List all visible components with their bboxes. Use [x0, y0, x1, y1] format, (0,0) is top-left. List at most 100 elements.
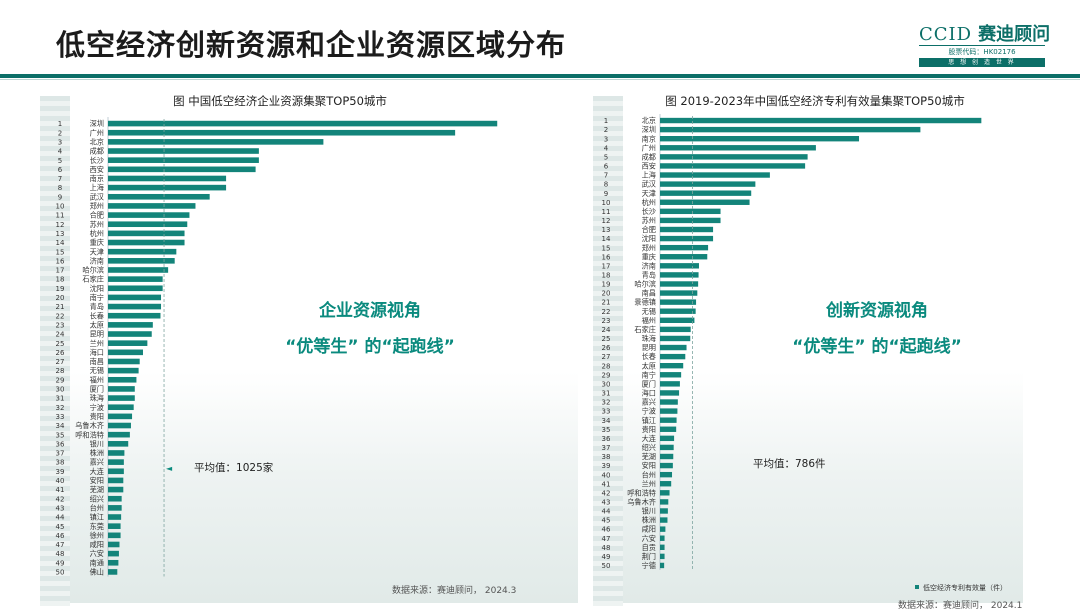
category-label: 郑州 [642, 243, 656, 252]
category-label: 成都 [642, 152, 656, 161]
rank-label: 37 [56, 450, 65, 458]
bar [660, 163, 806, 169]
annotation-line1: 创新资源视角 [825, 300, 928, 321]
rank-label: 48 [602, 544, 611, 552]
category-label: 上海 [90, 183, 104, 192]
category-label: 兰州 [90, 339, 104, 348]
bar [108, 468, 124, 475]
category-label: 杭州 [90, 229, 104, 238]
rank-label: 34 [602, 417, 611, 425]
bar [108, 203, 196, 209]
category-label: 嘉兴 [642, 398, 656, 407]
rank-label: 42 [56, 495, 65, 503]
bar [660, 317, 695, 323]
category-label: 杭州 [642, 198, 656, 207]
category-label: 苏州 [90, 220, 104, 229]
bar [108, 175, 227, 182]
rank-label: 45 [56, 523, 65, 531]
category-label: 广州 [90, 128, 104, 137]
category-label: 苏州 [642, 216, 656, 225]
bar [660, 408, 678, 414]
legend-swatch [915, 585, 919, 589]
bar [108, 550, 119, 557]
category-label: 银川 [90, 439, 104, 448]
header-divider [0, 74, 1080, 78]
bar [108, 349, 143, 356]
category-label: 镇江 [642, 416, 656, 425]
enterprise-chart-panel: 图 中国低空经济企业资源集聚TOP50城市 1 深圳 2 广州 3 北京 4 成都 5 长沙 6 西安 7… [40, 88, 578, 606]
bar [108, 413, 133, 420]
rank-label: 1 [58, 120, 62, 128]
bar [108, 248, 177, 255]
category-label: 北京 [90, 137, 104, 146]
logo-stock-code: 股票代码：HK02176 [919, 45, 1045, 57]
category-label: 徐州 [90, 531, 104, 540]
rank-label: 12 [602, 217, 611, 225]
rank-label: 49 [56, 559, 65, 567]
bar [108, 367, 139, 374]
category-label: 宁波 [642, 407, 656, 416]
bar [108, 523, 121, 529]
category-label: 兰州 [642, 479, 656, 488]
bar [660, 181, 756, 187]
bar [660, 117, 982, 124]
category-label: 佛山 [90, 568, 104, 577]
source-note-left: 数据来源：赛迪顾问， 2024.3 [392, 586, 517, 596]
average-label: 平均值：786件 [753, 457, 826, 470]
category-label: 呼和浩特 [627, 488, 656, 497]
rank-label: 42 [602, 489, 611, 497]
rank-label: 11 [602, 208, 611, 216]
category-label: 青岛 [90, 302, 104, 311]
bar [660, 381, 680, 387]
rank-label: 36 [602, 435, 611, 443]
bar [108, 157, 259, 163]
category-label: 南宁 [642, 370, 656, 379]
rank-label: 17 [56, 267, 65, 275]
annotation-line2: “优等生” 的“起跑线” [285, 336, 455, 357]
bar [108, 322, 153, 328]
rank-label: 41 [602, 480, 611, 488]
bar [108, 285, 163, 292]
rank-label: 28 [602, 362, 611, 370]
rank-label: 23 [602, 317, 611, 325]
rank-label: 26 [602, 344, 611, 352]
source-note-right: 数据来源：赛迪顾问， 2024.1 [898, 601, 1023, 611]
rank-label: 23 [56, 321, 65, 329]
rank-label: 30 [56, 386, 65, 394]
category-label: 厦门 [90, 385, 104, 394]
rank-label: 9 [604, 190, 608, 198]
rank-label: 49 [602, 553, 611, 561]
rank-label: 32 [602, 399, 611, 407]
category-label: 北京 [642, 116, 656, 125]
bar [108, 541, 120, 548]
rank-label: 21 [602, 299, 611, 307]
rank-label: 37 [602, 444, 611, 452]
bar [660, 217, 721, 224]
category-label: 无锡 [90, 366, 104, 375]
rank-label: 46 [56, 532, 65, 540]
bar [660, 254, 708, 260]
rank-label: 8 [58, 184, 62, 192]
bar [660, 326, 691, 333]
category-label: 武汉 [642, 180, 656, 189]
bar [108, 532, 121, 539]
rank-label: 33 [602, 408, 611, 416]
category-label: 合肥 [642, 225, 656, 234]
rank-label: 22 [56, 312, 65, 320]
rank-label: 7 [58, 175, 62, 183]
bar [108, 505, 122, 511]
bar [660, 126, 921, 133]
rank-label: 10 [56, 203, 65, 211]
rank-label: 15 [56, 248, 65, 256]
bar [660, 190, 752, 196]
category-label: 昆明 [90, 330, 104, 339]
bar [108, 193, 210, 200]
category-label: 南京 [90, 174, 104, 183]
bar [660, 435, 675, 442]
category-label: 宁波 [90, 403, 104, 412]
rank-label: 22 [602, 308, 611, 316]
bar [108, 312, 161, 319]
rank-label: 48 [56, 550, 65, 558]
rank-label: 27 [602, 353, 611, 361]
category-label: 大连 [90, 467, 104, 476]
